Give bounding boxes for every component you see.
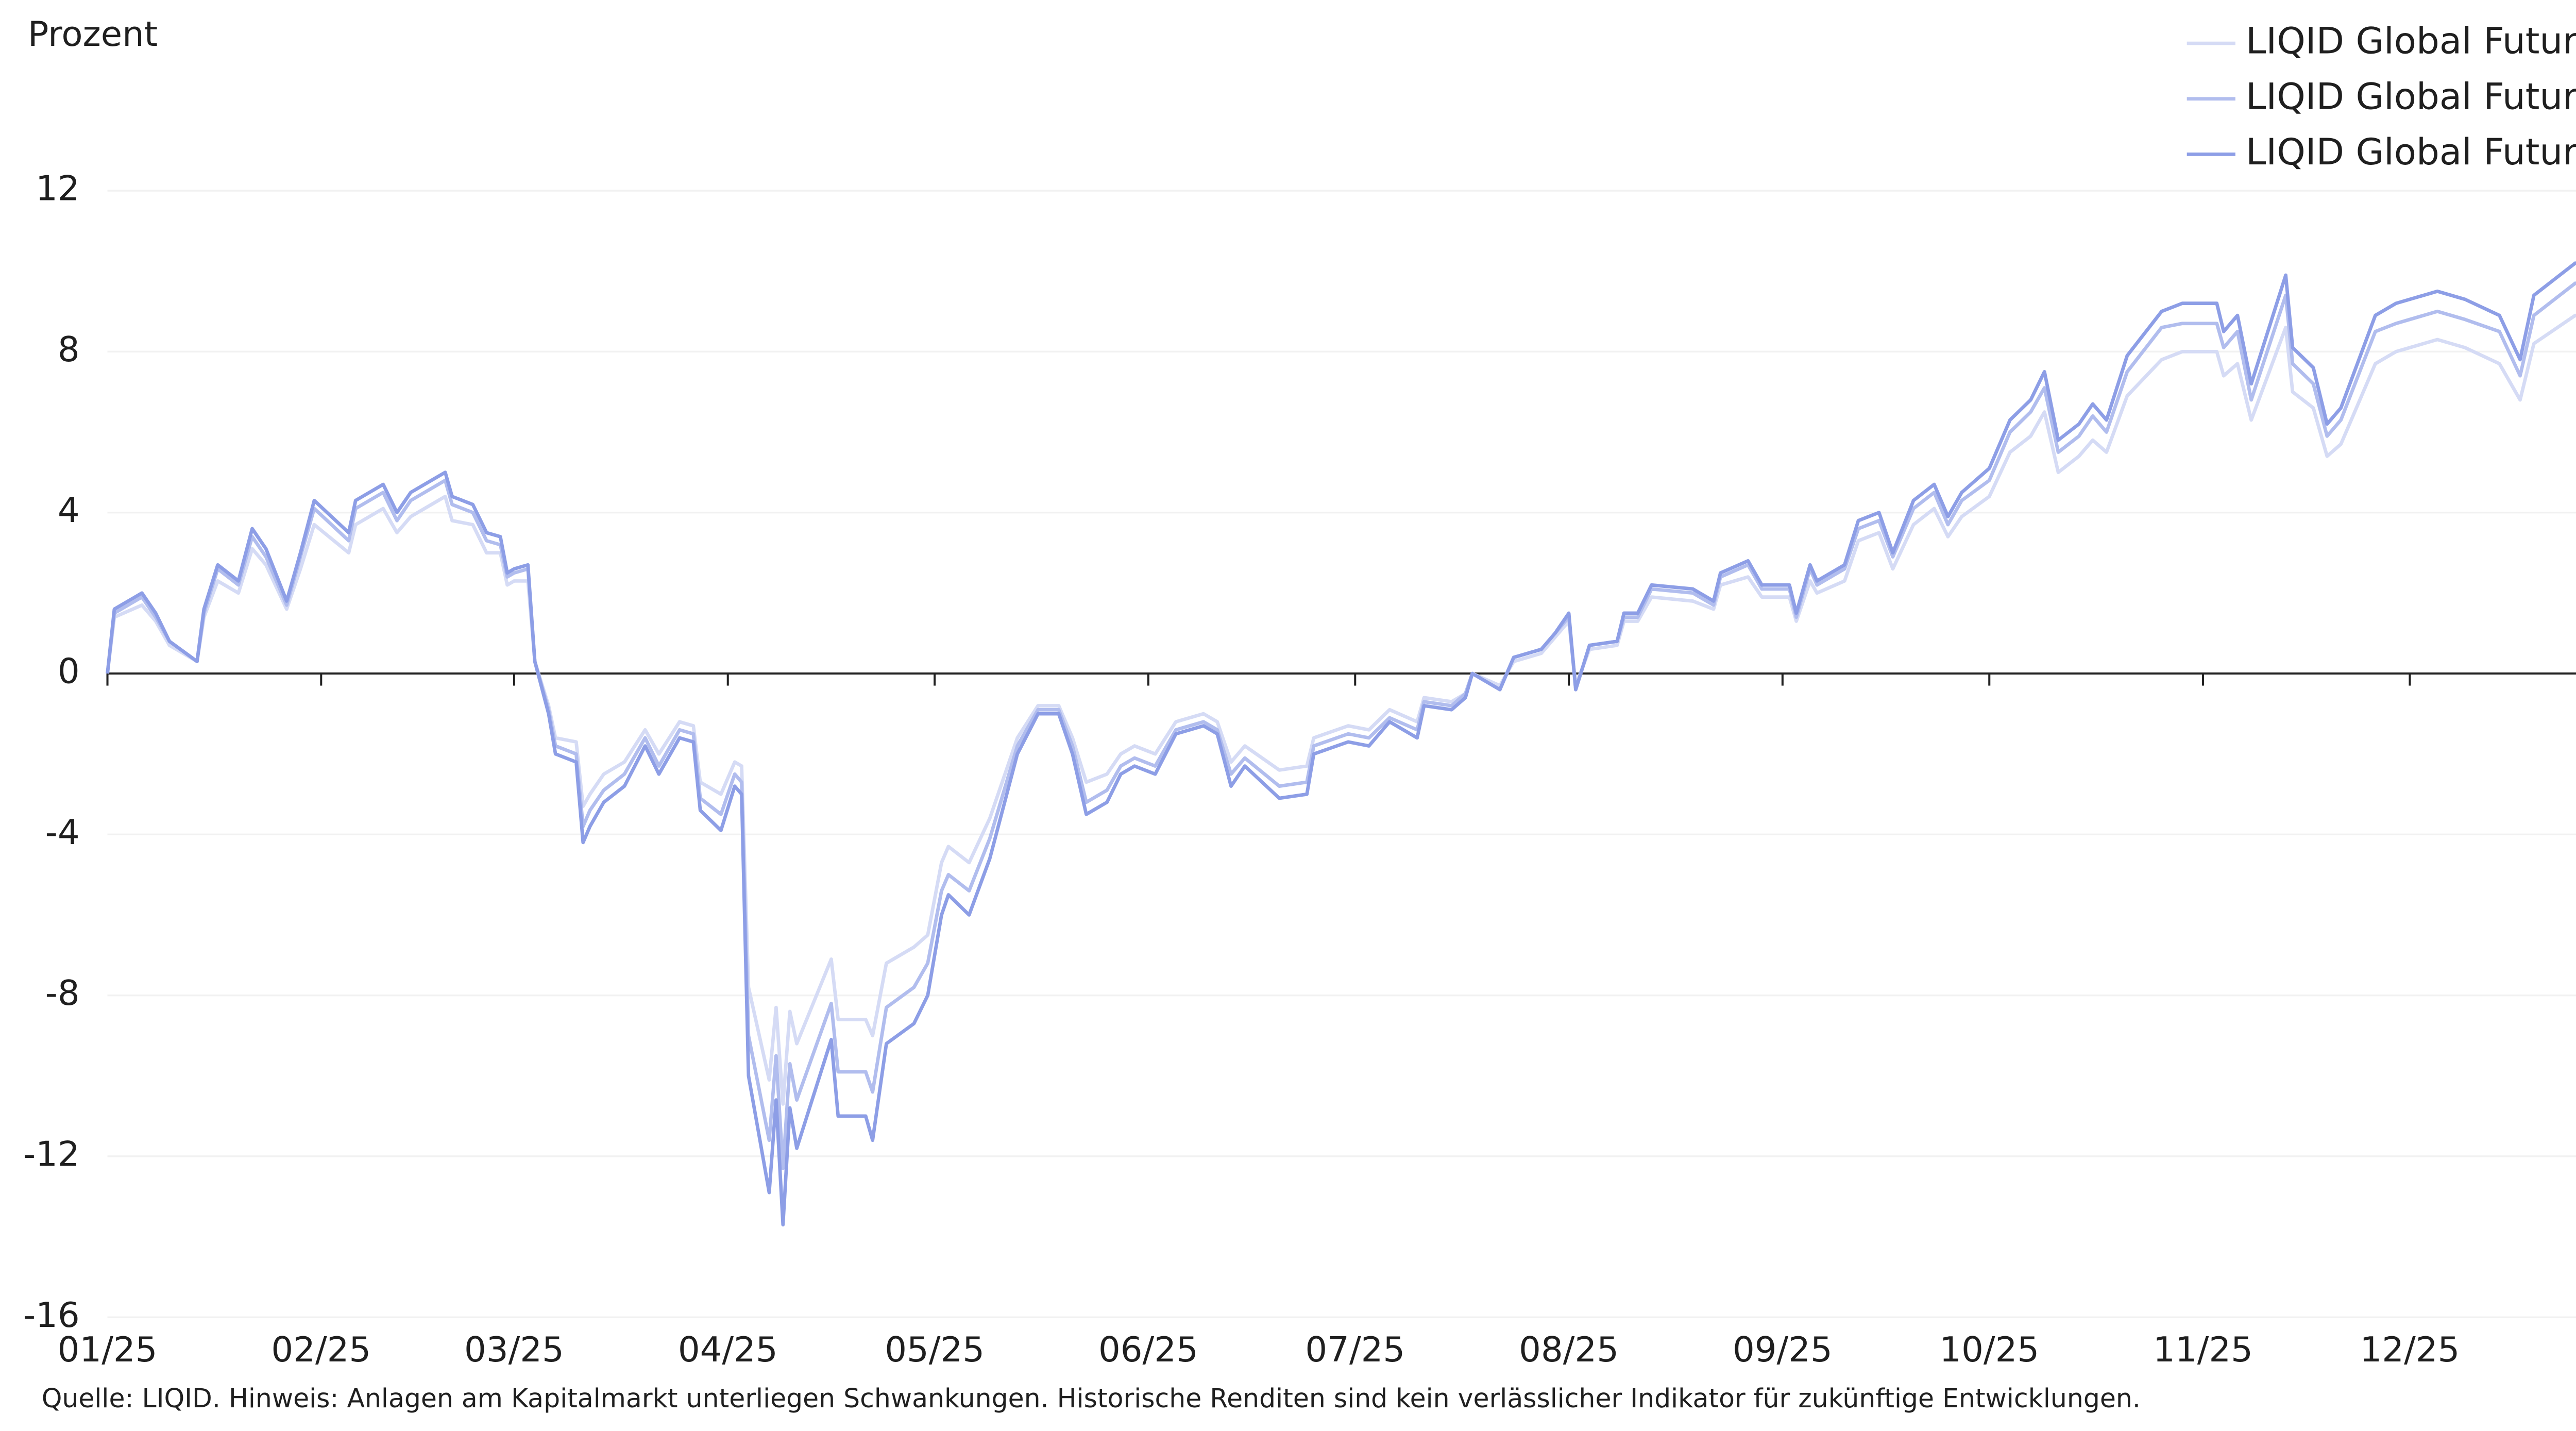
y-axis-label: Prozent xyxy=(28,14,158,54)
y-tick-label: 12 xyxy=(36,169,80,209)
y-tick-label: -16 xyxy=(23,1295,80,1335)
x-tick-label: 05/25 xyxy=(885,1329,985,1370)
y-tick-label: -12 xyxy=(23,1134,80,1174)
x-tick-label: 12/25 xyxy=(2360,1329,2460,1370)
x-tick-label: 09/25 xyxy=(1733,1329,1833,1370)
x-tick-label: 08/25 xyxy=(1519,1329,1619,1370)
x-tick-label: 07/25 xyxy=(1305,1329,1405,1370)
y-tick-label: 4 xyxy=(58,490,80,530)
legend-label: LIQID Global Future 90 xyxy=(2246,130,2576,173)
x-tick-label: 01/25 xyxy=(58,1329,158,1370)
x-tick-label: 10/25 xyxy=(1939,1329,2039,1370)
y-tick-label: 8 xyxy=(58,329,80,369)
y-tick-label: -8 xyxy=(45,973,80,1013)
legend-label: LIQID Global Future 70 xyxy=(2246,20,2576,62)
y-tick-label: -4 xyxy=(45,812,80,852)
series-line xyxy=(106,281,2576,1170)
series-line xyxy=(106,261,2576,1227)
x-tick-label: 03/25 xyxy=(464,1329,564,1370)
x-tick-label: 11/25 xyxy=(2153,1329,2253,1370)
x-tick-label: 02/25 xyxy=(271,1329,371,1370)
y-tick-label: 0 xyxy=(58,651,80,692)
series-line xyxy=(106,313,2576,1106)
legend-label: LIQID Global Future 80 xyxy=(2246,75,2576,117)
x-tick-label: 04/25 xyxy=(678,1329,778,1370)
source-note: Quelle: LIQID. Hinweis: Anlagen am Kapit… xyxy=(42,1383,2141,1413)
x-tick-label: 06/25 xyxy=(1098,1329,1198,1370)
